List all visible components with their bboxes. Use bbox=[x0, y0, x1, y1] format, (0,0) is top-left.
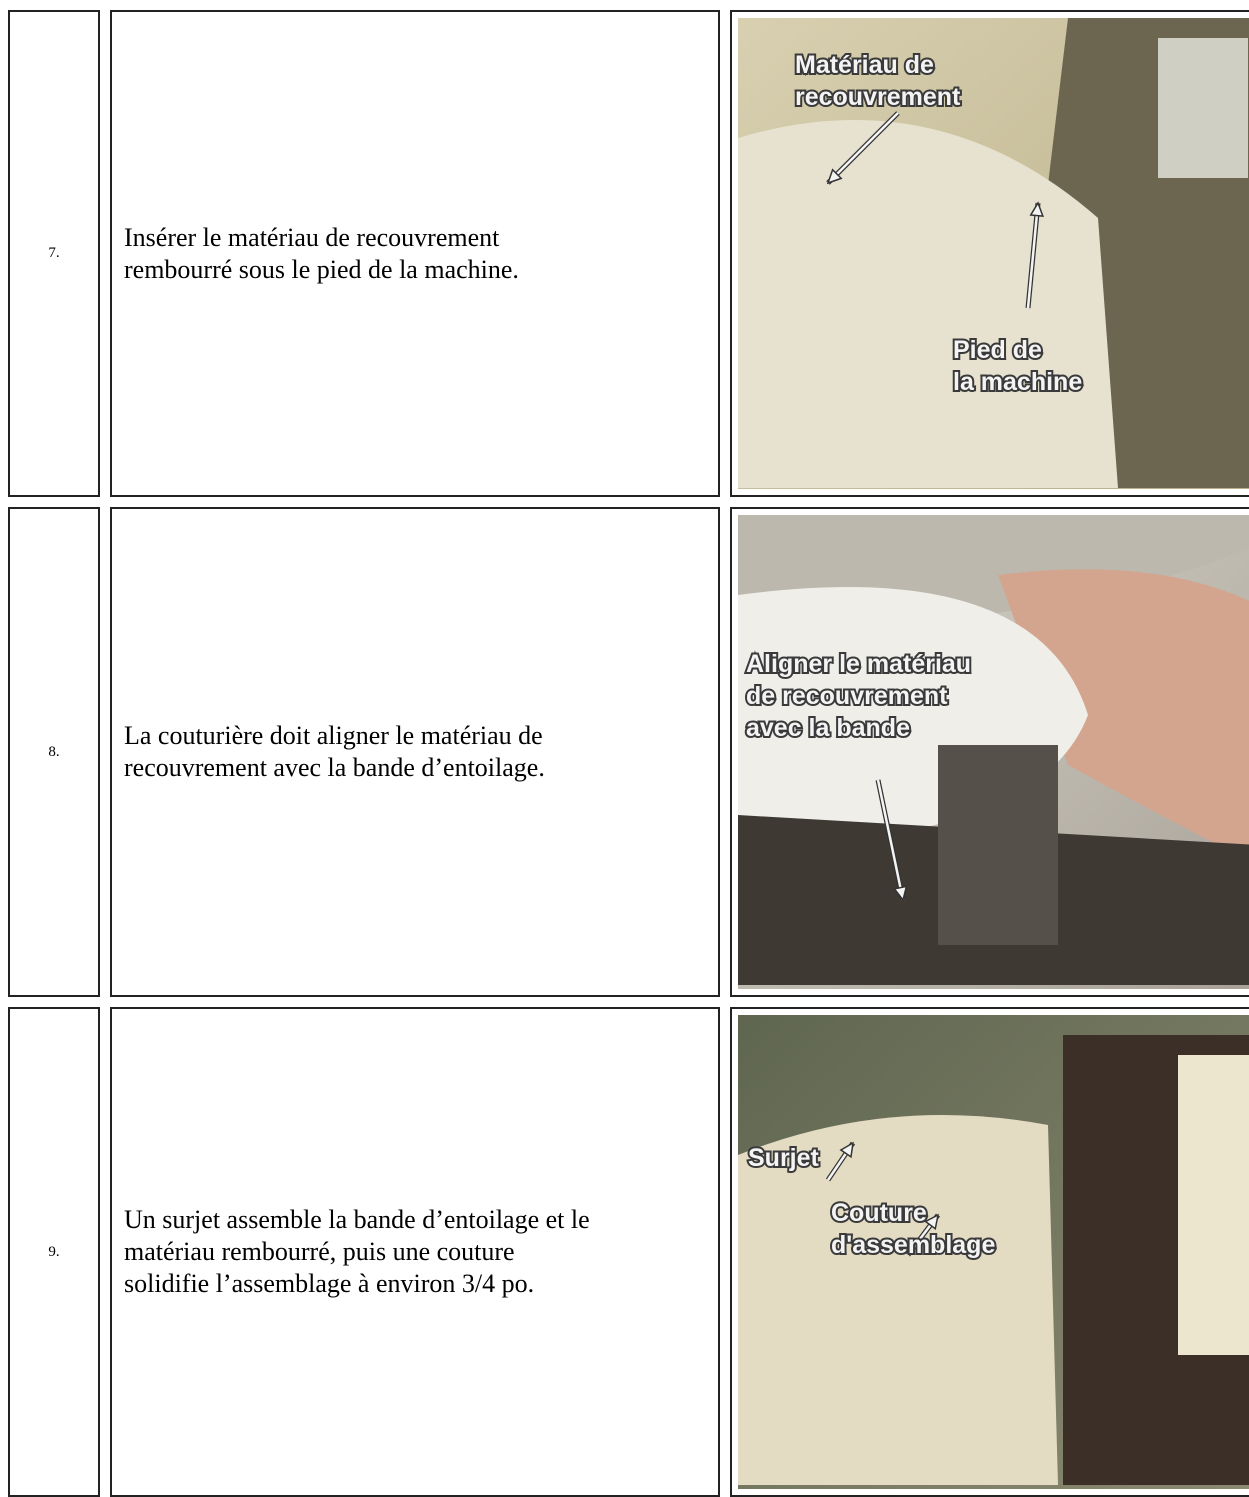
arrow-head bbox=[826, 168, 843, 185]
photo-annotation: Surjet bbox=[748, 1144, 820, 1172]
text-cell: Insérer le matériau de recouvrement rembo… bbox=[110, 10, 720, 497]
number-cell: 7. bbox=[8, 10, 100, 497]
photo-cell: Matériau de recouvrement Pied de la machine bbox=[730, 10, 1249, 497]
photo-annotation: avec la bande bbox=[746, 714, 910, 742]
photo: Matériau de recouvrement Pied de la machine bbox=[738, 18, 1249, 489]
photo-annotation: d'assemblage bbox=[831, 1231, 995, 1259]
photo-annotation: recouvrement bbox=[795, 83, 961, 111]
text-cell: Un surjet assemble la bande d’entoilage … bbox=[110, 1007, 720, 1497]
photo-shape bbox=[1158, 38, 1248, 178]
step-number: 9. bbox=[48, 1243, 60, 1260]
photo-cell: Surjet Couture d'assemblage bbox=[730, 1007, 1249, 1497]
number-cell: 8. bbox=[8, 507, 100, 997]
photo-cell: Aligner le matériau de recouvrement avec l… bbox=[730, 507, 1249, 997]
arrow-head bbox=[1029, 201, 1044, 217]
text-line: Un surjet assemble la bande d’entoilage … bbox=[124, 1205, 590, 1234]
text-line: recouvrement avec la bande d’entoilage. bbox=[124, 753, 545, 782]
photo: Surjet Couture d'assemblage bbox=[738, 1015, 1249, 1489]
photo-annotation: Aligner le matériau bbox=[746, 650, 971, 678]
arrow-head bbox=[893, 885, 908, 902]
arrow bbox=[827, 112, 899, 184]
arrow-head bbox=[924, 1213, 940, 1231]
photo-annotation: Couture bbox=[831, 1199, 927, 1227]
photo-shape bbox=[938, 745, 1058, 945]
photo-annotation: la machine bbox=[953, 368, 1082, 396]
text-line: rembourré sous le pied de la machine. bbox=[124, 254, 519, 284]
text-cell: La couturière doit aligner le matériau d… bbox=[110, 507, 720, 997]
step-number: 7. bbox=[48, 245, 60, 261]
photo-shape bbox=[738, 1115, 1058, 1485]
number-cell: 9. bbox=[8, 1007, 100, 1497]
text-line: solidifie l’assemblage à environ 3/4 po. bbox=[124, 1269, 535, 1298]
photo-annotation: Matériau de bbox=[795, 51, 934, 79]
photo-shape bbox=[998, 569, 1249, 861]
arrow bbox=[1026, 202, 1040, 309]
text-line: Insérer le matériau de recouvrement bbox=[124, 222, 500, 252]
step-number: 8. bbox=[48, 743, 60, 760]
photo-shape bbox=[1178, 1055, 1249, 1355]
arrow-head bbox=[839, 1141, 854, 1159]
text-line: La couturière doit aligner le matériau d… bbox=[124, 721, 543, 750]
text-line: matériau rembourré, puis une couture bbox=[124, 1237, 515, 1266]
photo: Aligner le matériau de recouvrement avec l… bbox=[738, 515, 1249, 989]
photo-annotation: de recouvrement bbox=[746, 682, 948, 710]
photo-shape bbox=[738, 120, 1118, 488]
photo-annotation: Pied de bbox=[953, 336, 1042, 364]
arrow bbox=[876, 779, 905, 901]
